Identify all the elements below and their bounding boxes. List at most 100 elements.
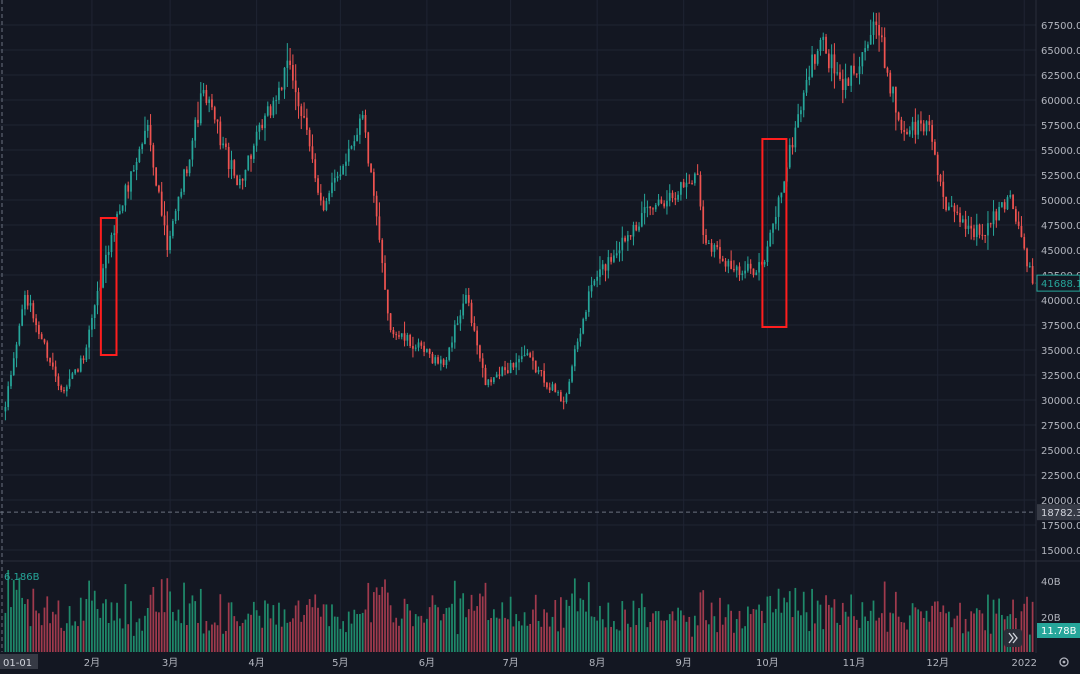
candle-body — [747, 263, 749, 271]
candle-body — [465, 295, 467, 304]
volume-bar — [777, 588, 780, 652]
volume-bar — [392, 622, 395, 652]
candle-body — [663, 203, 666, 207]
volume-bar — [49, 623, 51, 652]
candle-body — [735, 266, 738, 271]
volume-bar — [861, 602, 864, 652]
month-tick-label: 7月 — [502, 657, 518, 669]
candle-body — [102, 268, 104, 288]
month-tick-label: 8月 — [589, 657, 605, 669]
volume-bar — [96, 609, 99, 652]
volume-bar — [10, 607, 12, 652]
volume-bar — [144, 615, 146, 652]
volume-bar — [211, 624, 213, 652]
volume-bar — [205, 621, 208, 652]
volume-bar — [88, 580, 91, 652]
candle-body — [138, 149, 141, 162]
volume-bar — [381, 586, 384, 652]
candle-body — [501, 367, 504, 376]
volume-bar — [646, 627, 649, 652]
candle-body — [973, 228, 975, 238]
price-tick-label: 20000.0 — [1041, 496, 1080, 507]
candle-body — [808, 76, 811, 80]
volume-bar — [906, 629, 908, 652]
candle-body — [370, 163, 372, 173]
volume-bar — [548, 626, 551, 652]
volume-bar — [607, 602, 610, 652]
candle-body — [596, 276, 599, 281]
volume-bar — [63, 630, 65, 652]
volume-bar — [420, 615, 423, 652]
volume-bar — [328, 626, 331, 652]
volume-bar — [60, 627, 63, 652]
volume-bar — [445, 608, 448, 652]
volume-bar — [191, 595, 194, 652]
volume-bar — [844, 611, 847, 652]
crosshair-price-badge — [1037, 504, 1080, 521]
candle-body — [632, 225, 635, 237]
volume-bar — [29, 626, 32, 652]
candle-body — [303, 116, 305, 118]
candle-body — [872, 21, 875, 35]
volume-bar — [869, 610, 872, 652]
month-tick-label: 11月 — [843, 657, 866, 669]
candle-body — [903, 130, 906, 132]
candle-body — [350, 146, 353, 149]
volume-bar — [1026, 596, 1028, 652]
volume-bar — [470, 594, 473, 652]
volume-bar — [744, 626, 746, 652]
candle-body — [347, 148, 350, 162]
overlays — [0, 0, 1036, 652]
price-tick-label: 57500.0 — [1041, 121, 1080, 132]
candle-body — [197, 119, 199, 124]
candle-body — [459, 315, 462, 324]
candle-body — [51, 362, 54, 367]
candle-body — [554, 384, 557, 393]
volume-bar — [939, 611, 942, 652]
volume-bar — [177, 609, 180, 652]
price-tick-label: 17500.0 — [1041, 521, 1080, 532]
candle-body — [445, 359, 448, 365]
candle-body — [791, 144, 794, 148]
candle-body — [219, 121, 222, 146]
volume-bar — [691, 636, 693, 652]
crosshair-date-badge — [0, 654, 38, 669]
candle-body — [155, 167, 157, 186]
volume-bar — [668, 614, 671, 652]
candle-body — [107, 252, 110, 255]
candle-body — [96, 290, 99, 306]
volume-bar — [71, 625, 74, 652]
candle-body — [520, 356, 523, 360]
candle-body — [677, 194, 679, 200]
volume-bar — [403, 598, 406, 652]
candle-body — [437, 357, 439, 364]
volume-bar — [113, 620, 116, 652]
candle-body — [928, 121, 931, 125]
candle-body — [864, 48, 866, 53]
last-volume-label: 11.78B — [1041, 626, 1077, 637]
volume-bar — [523, 612, 526, 652]
candle-body — [172, 221, 174, 236]
candle-body — [652, 208, 654, 210]
scroll-to-realtime-button[interactable] — [1004, 629, 1022, 647]
candle-body — [236, 175, 238, 185]
volume-bar — [512, 626, 515, 652]
candle-body — [939, 174, 942, 182]
settings-gear-button[interactable] — [1059, 657, 1069, 667]
candle-body — [88, 329, 91, 348]
candle-body — [543, 370, 545, 383]
volume-bar — [841, 602, 844, 652]
candle-body — [32, 303, 35, 319]
volume-bar — [213, 622, 216, 652]
volume-bar — [643, 607, 646, 652]
candle-body — [484, 367, 487, 385]
volume-bar — [814, 623, 816, 652]
candle-body — [763, 262, 766, 265]
volume-bar — [208, 630, 211, 652]
volume-bar — [1023, 603, 1026, 652]
volume-bar — [847, 616, 850, 652]
volume-bar — [727, 604, 730, 652]
candle-body — [546, 382, 548, 388]
